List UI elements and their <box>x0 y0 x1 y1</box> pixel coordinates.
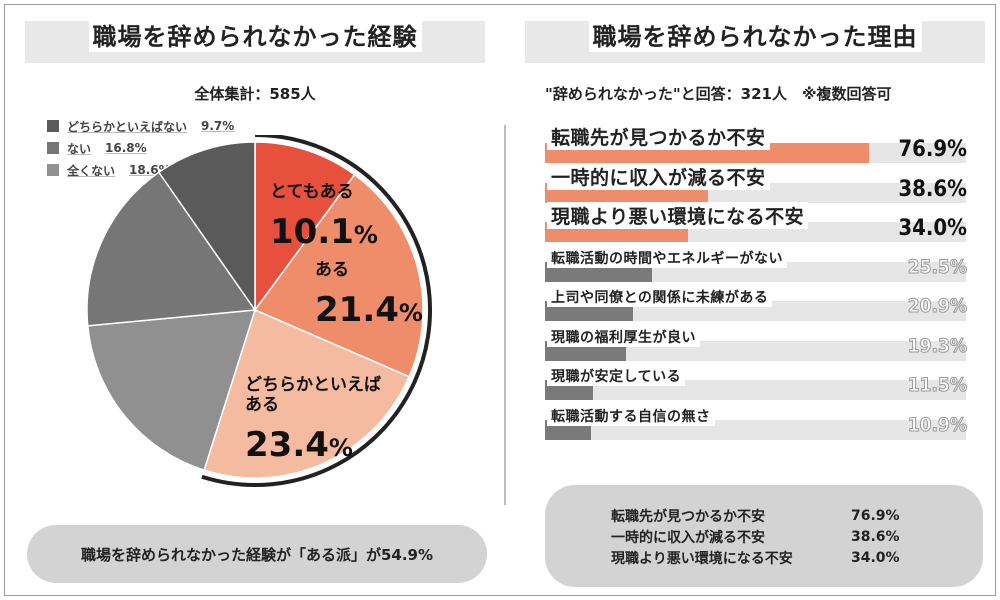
legend-swatch <box>47 164 59 176</box>
pie-label-name: ある <box>315 260 349 280</box>
legend-item: ない 16.8% <box>47 137 234 159</box>
infographic-frame: 職場を辞められなかった経験 全体集計：585人 どちらかといえばない 9.7% ない… <box>4 4 996 596</box>
legend-label: 全くない <box>67 163 116 178</box>
legend-label: どちらかといえばない <box>67 119 188 134</box>
bar-row: 転職活動の時間やエネルギーがない 25.5% <box>545 242 968 282</box>
pie-legend: どちらかといえばない 9.7% ない 16.8% 全くない 18.6% <box>47 115 234 181</box>
summary-row-value: 38.6% <box>851 528 900 545</box>
right-summary-pill: 転職先が見つかるか不安 76.9% 一時的に収入が減る不安 38.6% 現職より… <box>545 485 983 587</box>
bar-label: 転職活動の時間やエネルギーがない <box>547 247 787 268</box>
summary-row-value: 76.9% <box>851 507 900 524</box>
panel-divider <box>504 125 506 505</box>
pie-label-name: どちらかといえば <box>245 375 381 395</box>
bar-row: 転職活動する自信の無さ 10.9% <box>545 400 968 440</box>
pie-slice <box>203 308 411 479</box>
left-summary-pill: 職場を辞められなかった経験が「ある派」が54.9% <box>27 525 487 583</box>
summary-row-label: 転職先が見つかるか不安 <box>611 508 765 525</box>
left-subtitle: 全体集計：585人 <box>194 85 316 103</box>
bar-value-label: 19.3% <box>907 334 967 357</box>
pie-slice <box>86 309 257 472</box>
summary-row-label: 現職より悪い環境になる不安 <box>611 550 793 567</box>
bar-label: 転職活動する自信の無さ <box>547 405 715 426</box>
pie-label-value: 23.4% <box>245 425 353 465</box>
pie-slice <box>254 141 356 313</box>
bar-row: 一時的に収入が減る不安 38.6% <box>545 162 967 203</box>
bar-label: 上司や同僚との関係に未練がある <box>547 287 773 307</box>
legend-value: 9.7% <box>201 119 235 133</box>
left-title-text: 職場を辞められなかった経験 <box>88 16 422 52</box>
summary-row: 現職より悪い環境になる不安 34.0% <box>611 547 983 568</box>
legend-item: どちらかといえばない 9.7% <box>47 115 234 137</box>
bar-label: 現職が安定している <box>547 366 686 386</box>
legend-value: 16.8% <box>105 141 147 155</box>
bar-row: 現職の福利厚生が良い 19.3% <box>545 321 968 361</box>
pie-slice <box>253 173 424 378</box>
bar-value-label: 34.0% <box>898 216 967 241</box>
legend-swatch <box>47 142 59 154</box>
pie-label-name: ある <box>245 395 279 415</box>
bar-label: 現職の福利厚生が良い <box>547 326 700 347</box>
bar-value-label: 11.5% <box>907 374 967 397</box>
bar-label: 転職先が見つかるか不安 <box>547 123 770 150</box>
bar-value-label: 38.6% <box>898 176 967 202</box>
left-panel-title: 職場を辞められなかった経験 <box>25 16 485 63</box>
right-subtitle: "辞められなかった"と回答：321人 ※複数回答可 <box>545 85 892 103</box>
bar-row: 現職が安定している 11.5% <box>545 360 968 400</box>
bar-chart: 転職先が見つかるか不安 76.9% 一時的に収入が減る不安 38.6% 現職より悪い環境… <box>545 123 968 440</box>
bar-value-label: 10.9% <box>907 413 967 436</box>
bar-row: 転職先が見つかるか不安 76.9% <box>545 123 967 163</box>
right-panel-title: 職場を辞められなかった理由 <box>525 16 985 63</box>
bar-value-label: 20.9% <box>907 295 967 318</box>
pie-slice <box>86 171 257 327</box>
summary-row-label: 一時的に収入が減る不安 <box>611 529 765 546</box>
pie-slice <box>157 141 256 313</box>
bar-label: 現職より悪い環境になる不安 <box>547 202 809 229</box>
legend-label: ない <box>67 141 92 156</box>
aru-group-arc <box>201 135 432 487</box>
summary-row: 一時的に収入が減る不安 38.6% <box>611 526 983 547</box>
legend-swatch <box>47 120 59 132</box>
bar-row: 現職より悪い環境になる不安 34.0% <box>545 202 967 242</box>
bar-value-label: 76.9% <box>898 137 967 162</box>
summary-row: 転職先が見つかるか不安 76.9% <box>611 505 983 526</box>
bar-value-label: 25.5% <box>907 255 967 278</box>
summary-row-value: 34.0% <box>851 549 900 566</box>
bar-row: 上司や同僚との関係に未練がある 20.9% <box>545 281 968 321</box>
bar-label: 一時的に収入が減る不安 <box>547 162 770 190</box>
pie-label-name: とてもある <box>270 182 354 202</box>
right-title-text: 職場を辞められなかった理由 <box>588 16 922 52</box>
